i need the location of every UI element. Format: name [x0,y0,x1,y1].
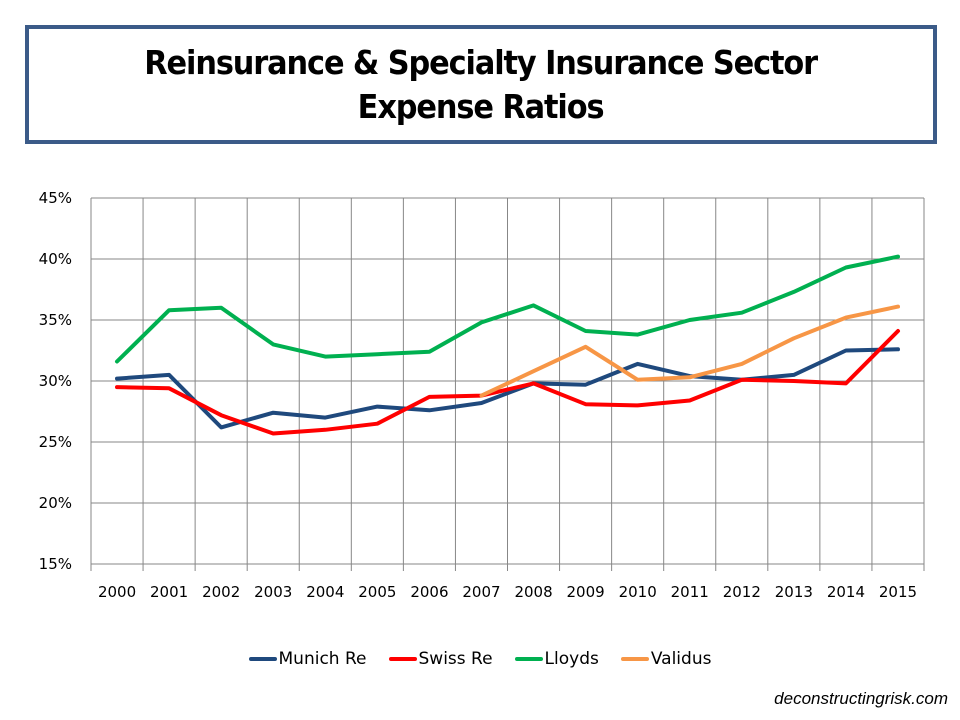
x-tick-label: 2009 [567,583,605,601]
legend-swatch [248,657,277,661]
y-tick-label: 25% [39,433,72,451]
y-tick-label: 20% [39,494,72,512]
y-axis-tick-labels: 15% 20% 25% 30% 35% 40% 45% [39,189,72,573]
series-line-swiss-re [115,329,900,436]
x-tick-label: 2005 [358,583,396,601]
x-tick-label: 2001 [150,583,188,601]
x-axis-tick-labels: 2000 2001 2002 2003 2004 2005 2006 2007 2008 2009… [98,583,917,601]
legend-label: Lloyds [544,649,599,669]
title-box: Reinsurance & Specialty Insurance Sector… [25,25,937,144]
y-tick-label: 35% [39,311,72,329]
x-tick-label: 2012 [723,583,761,601]
x-tick-label: 2007 [462,583,500,601]
legend-label: Validus [650,649,712,669]
x-tick-label: 2015 [879,583,917,601]
legend-label: Swiss Re [418,649,493,669]
legend-swatch [514,657,543,661]
x-tick-label: 2006 [410,583,448,601]
x-tick-label: 2002 [202,583,240,601]
series-line-munich-re [115,347,900,430]
legend-swatch [388,657,417,661]
x-tick-label: 2004 [306,583,344,601]
legend-item-lloyds: Lloyds [514,649,599,669]
legend-item-swiss-re: Swiss Re [388,649,493,669]
chart-title-line-1: Reinsurance & Specialty Insurance Sector [144,42,819,82]
x-tick-label: 2014 [827,583,865,601]
y-tick-label: 15% [39,555,72,573]
legend-label: Munich Re [278,649,367,669]
x-tick-label: 2010 [619,583,657,601]
series-lines [115,254,900,436]
y-tick-label: 45% [39,189,72,207]
x-tick-label: 2008 [514,583,552,601]
line-chart: 15%20%25%30%35%40%45% 2000 2001 2002 2003 20… [39,189,925,601]
y-tick-label: 40% [39,250,72,268]
legend-item-validus: Validus [620,649,712,669]
watermark: deconstructingrisk.com [774,689,948,708]
chart-legend: Munich Re Swiss Re Lloyds Validus [0,644,960,674]
x-tick-label: 2000 [98,583,136,601]
x-tick-label: 2013 [775,583,813,601]
legend-swatch [620,657,649,661]
legend-item-munich-re: Munich Re [248,649,367,669]
x-tick-label: 2003 [254,583,292,601]
y-tick-label: 30% [39,372,72,390]
x-tick-label: 2011 [671,583,709,601]
chart-title-line-2: Expense Ratios [358,86,605,126]
gridlines [90,197,925,571]
series-line-lloyds [115,254,900,364]
